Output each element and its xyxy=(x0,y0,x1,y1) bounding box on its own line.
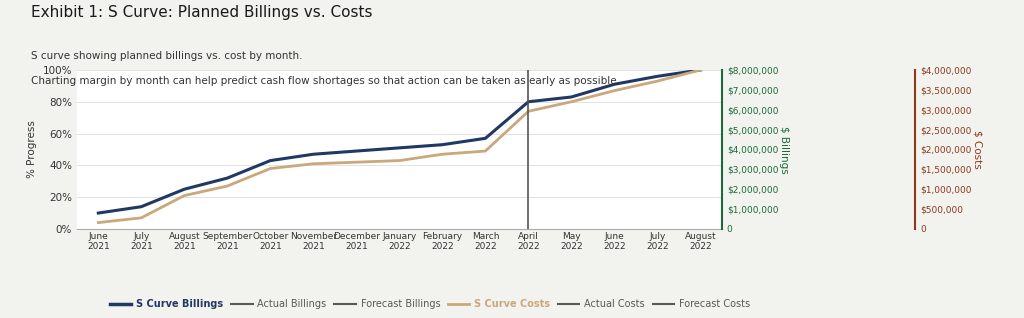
Y-axis label: % Progress: % Progress xyxy=(27,121,37,178)
Legend: S Curve Billings, Actual Billings, Forecast Billings, S Curve Costs, Actual Cost: S Curve Billings, Actual Billings, Forec… xyxy=(106,295,754,313)
Y-axis label: $ Billings: $ Billings xyxy=(779,126,790,173)
Y-axis label: $ Costs: $ Costs xyxy=(973,130,983,169)
Text: S curve showing planned billings vs. cost by month.: S curve showing planned billings vs. cos… xyxy=(31,51,302,61)
Text: Charting margin by month can help predict cash flow shortages so that action can: Charting margin by month can help predic… xyxy=(31,76,620,86)
Text: Exhibit 1: S Curve: Planned Billings vs. Costs: Exhibit 1: S Curve: Planned Billings vs.… xyxy=(31,5,372,20)
